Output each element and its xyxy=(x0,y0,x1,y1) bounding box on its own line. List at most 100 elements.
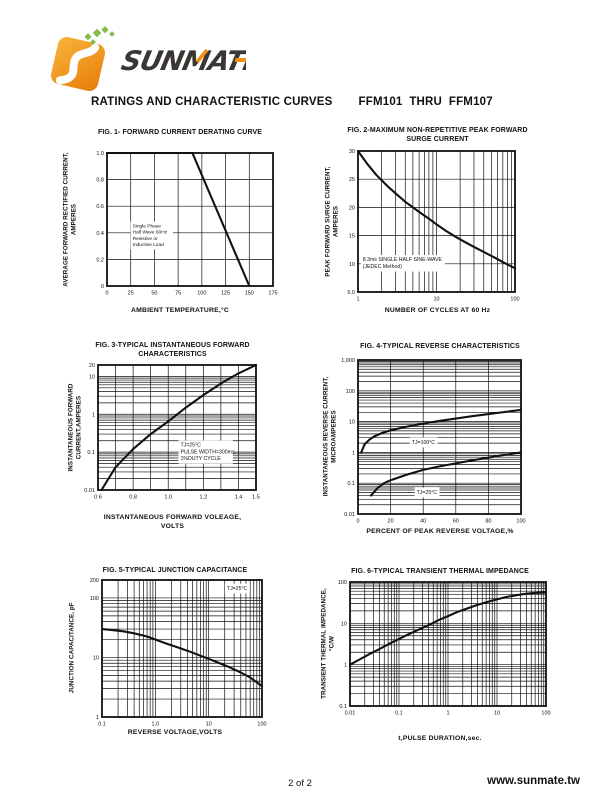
y-tick-labels: 0.1 1 10 100 xyxy=(338,580,347,710)
logo-s-swoosh xyxy=(55,43,100,85)
x-axis-label: PERCENT OF PEAK REVERSE VOLTAGE,% xyxy=(366,528,514,535)
gridlines xyxy=(358,360,521,514)
annotation-text: 1%DUTY CYCLE xyxy=(181,456,222,462)
annotation-text: Single Phase xyxy=(133,223,162,229)
tick-label: 100 xyxy=(257,722,266,728)
figure-title: FIG. 5-TYPICAL JUNCTION CAPACITANCE xyxy=(102,567,248,574)
figure-4-reverse-characteristics: FIG. 4-TYPICAL REVERSE CHARACTERISTICS I… xyxy=(315,336,565,546)
figure-6-transient-thermal-impedance: FIG. 6-TYPICAL TRANSIENT THERMAL IMPEDAN… xyxy=(315,558,565,753)
tick-label: 10 xyxy=(89,374,95,380)
figure-3-instantaneous-forward-characteristics: FIG. 3-TYPICAL INSTANTANEOUS FORWARD CHA… xyxy=(45,336,300,541)
plot-border xyxy=(357,359,522,515)
tick-label: 20 xyxy=(349,205,355,211)
curve-junction-capacitance xyxy=(100,628,264,688)
x-axis-label: AMBIENT TEMPERATURE,°C xyxy=(131,307,229,314)
tick-label: 40 xyxy=(420,519,426,525)
annotation-box xyxy=(409,437,438,448)
tick-label: 1.0 xyxy=(152,722,160,728)
plot-area: 0 25 50 75 100 125 150 175 0 0.2 0.4 0.6 0.8 1.0 Singl… xyxy=(96,151,277,297)
gridlines xyxy=(350,582,546,706)
fig5-canvas: 0.1 1.0 10 100 1 10 100 200 TJ=25°C xyxy=(90,578,267,728)
figure-1-forward-current-derating: FIG. 1- FORWARD CURRENT DERATING CURVE A… xyxy=(60,123,300,323)
tick-label: 25 xyxy=(349,177,355,183)
sunmate-logo-icon: SUNMATE xyxy=(51,26,265,91)
tick-label: 80 xyxy=(485,519,491,525)
y-axis-label: INSTANTANEOUS REVERSE CURRENT, MICROAMPE… xyxy=(322,376,338,497)
page-title: RATINGS AND CHARACTERISTIC CURVES FFM101 … xyxy=(91,96,591,108)
tick-label: 0.4 xyxy=(96,231,104,237)
plot-area: 0.6 0.8 1.0 1.2 1.4 1.5 0.01 0.1 1 10 20 TJ=25°C PUL… xyxy=(84,363,260,501)
tick-label: 75 xyxy=(175,291,181,297)
tick-label: 100 xyxy=(516,519,525,525)
tick-label: 0.1 xyxy=(395,711,403,717)
plot-area: 0.01 0.1 1 10 100 0.1 1 10 100 xyxy=(338,580,551,717)
tick-label: 1.5 xyxy=(252,495,260,501)
tick-label: 0.8 xyxy=(129,495,137,501)
tick-label: 100 xyxy=(541,711,550,717)
x-axis-label: INSTANTANEOUS FORWARD VOLEAGE, VOLTS xyxy=(103,514,242,530)
annotation-box xyxy=(360,255,445,272)
tick-label: 1 xyxy=(446,711,449,717)
annotation-text: PULSE WIDTH=300ms xyxy=(181,449,235,455)
tick-label: 0.1 xyxy=(87,450,95,456)
tick-label: 25 xyxy=(128,291,134,297)
tick-label: 10 xyxy=(93,655,99,661)
y-axis-label: JUNCTION CAPACITANCE, pF xyxy=(68,602,76,694)
tick-label: 0.1 xyxy=(98,722,106,728)
tick-label: 10 xyxy=(206,722,212,728)
plot-border xyxy=(349,581,547,707)
tick-label: 1.4 xyxy=(235,495,243,501)
x-tick-labels: 0 20 40 60 80 100 xyxy=(356,519,525,525)
tick-label: 100 xyxy=(346,389,355,395)
fig4-canvas: 0 20 40 60 80 100 0.01 0.1 1 10 100 1,000 TJ=100°C TJ… xyxy=(341,358,525,525)
figure-title: FIG. 6-TYPICAL TRANSIENT THERMAL IMPEDAN… xyxy=(351,568,529,575)
tick-label: 1 xyxy=(92,412,95,418)
tick-label: 100 xyxy=(510,297,519,303)
curve-reverse-current-tj-100c xyxy=(360,408,523,454)
tick-label: 0.01 xyxy=(84,488,95,494)
tick-label: 1 xyxy=(96,715,99,721)
x-tick-labels: 0.6 0.8 1.0 1.2 1.4 1.5 xyxy=(94,495,260,501)
figure-2-peak-forward-surge-current: FIG. 2-MAXIMUM NON-REPETITIVE PEAK FORWA… xyxy=(315,123,560,323)
annotation-box xyxy=(224,583,250,594)
tick-label: 1.0 xyxy=(164,495,172,501)
curve-peak-surge-current xyxy=(356,149,517,270)
tick-label: 100 xyxy=(90,596,99,602)
tick-label: 0.8 xyxy=(96,178,104,184)
tick-label: 10 xyxy=(349,420,355,426)
y-tick-labels: 5.0 10 15 20 25 30 xyxy=(347,149,355,296)
plot-area: 0 20 40 60 80 100 0.01 0.1 1 10 100 1,000 TJ=100°C TJ… xyxy=(341,358,525,525)
tick-label: 30 xyxy=(349,149,355,155)
annotation-text: Resistive or xyxy=(133,236,158,242)
wordmark-orange-bar xyxy=(234,58,247,62)
y-tick-labels: 0 0.2 0.4 0.6 0.8 1.0 xyxy=(96,151,104,290)
plot-area: 0.1 1.0 10 100 1 10 100 200 TJ=25°C xyxy=(90,578,267,728)
x-tick-labels: 0.01 0.1 1 10 100 xyxy=(345,711,551,717)
figure-title: FIG. 4-TYPICAL REVERSE CHARACTERISTICS xyxy=(360,343,520,350)
tick-label: 0.2 xyxy=(96,257,104,263)
website-url: www.sunmate.tw xyxy=(487,775,580,787)
tick-label: 1.2 xyxy=(200,495,208,501)
part-range: FFM101 THRU FFM107 xyxy=(358,96,493,108)
annotation-text: TJ=25°C xyxy=(227,586,248,592)
tick-label: 15 xyxy=(349,234,355,240)
annotation-box xyxy=(414,487,440,498)
curve-forward-current-derating xyxy=(105,151,251,288)
annotation-text: TJ=25°C xyxy=(181,443,202,449)
gridlines xyxy=(102,580,262,717)
annotation-text: TJ=100°C xyxy=(412,440,436,446)
plot-border xyxy=(106,152,274,287)
tick-label: 1 xyxy=(352,450,355,456)
annotation-text: (JEDEC Method) xyxy=(363,264,402,270)
plot-area: 1 10 100 5.0 10 15 20 25 30 8.3ms SINGLE HALF SIN… xyxy=(347,149,519,303)
page-title-text: RATINGS AND CHARACTERISTIC CURVES xyxy=(91,96,333,108)
tick-label: 175 xyxy=(268,291,277,297)
tick-label: 1,000 xyxy=(341,358,355,364)
tick-label: 0.1 xyxy=(347,481,355,487)
brand-logo: SUNMATE xyxy=(36,22,265,96)
tick-label: 50 xyxy=(151,291,157,297)
tick-label: 10 xyxy=(349,262,355,268)
y-axis-label: TRANSIENT THERMAL IMPEDANCE, °C/W xyxy=(320,588,336,699)
annotation-box xyxy=(130,221,173,250)
curve-transient-thermal-impedance xyxy=(348,591,548,666)
